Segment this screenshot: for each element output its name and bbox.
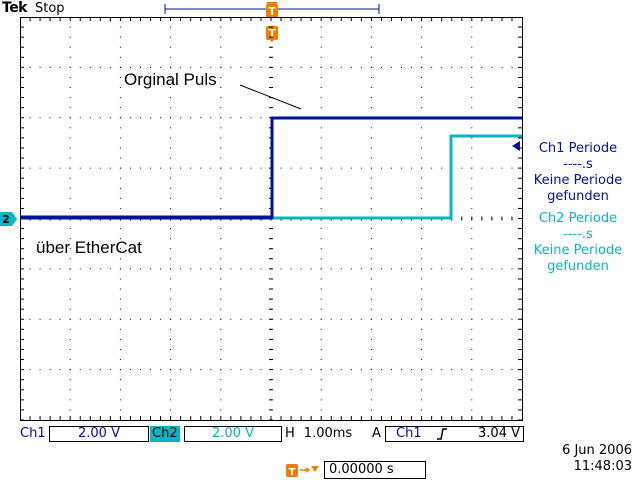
acquisition-status: Stop [35, 1, 65, 16]
trigger-offset-value[interactable]: 0.00000 s [324, 461, 426, 479]
ch2-ground-marker-text: 2 [2, 213, 10, 226]
ch1-meas-line-4: gefunden [547, 189, 609, 204]
ch2-ground-marker-icon[interactable]: 2 [0, 212, 18, 226]
ch1-meas-line-2: ----.s [563, 157, 593, 172]
ch2-meas-line-2: ----.s [563, 227, 593, 242]
date-time: 6 Jun 2006 11:48:03 [562, 443, 632, 475]
trigger-marker-text: T [268, 5, 276, 18]
horizontal-label: H [285, 426, 295, 441]
ch1-meas-line-1: Ch1 Periode [538, 141, 618, 156]
trigger-settings[interactable]: Ch1 3.04 V [385, 426, 524, 442]
ch2-meas-line-3: Keine Periode [533, 243, 623, 258]
trigger-marker-text-lower: T [268, 27, 276, 40]
time: 11:48:03 [573, 459, 632, 474]
brand-logo: Tek [2, 0, 28, 16]
rising-edge-icon [437, 428, 447, 440]
annotation-original-pulse: Orginal Puls [124, 70, 217, 89]
ch1-waveform [20, 116, 522, 220]
horizontal-scale[interactable]: 1.00ms [297, 426, 359, 442]
trigger-position-icon[interactable]: T T [263, 0, 281, 42]
annotation-pointer [239, 84, 302, 110]
ch2-period-measurement: Ch2 Periode ----.s Keine Periode gefunde… [522, 211, 634, 275]
trigger-source: Ch1 [396, 426, 422, 441]
trigger-offset-icon: T [286, 464, 319, 478]
ch2-meas-line-1: Ch2 Periode [538, 211, 618, 226]
trigger-level: 3.04 V [478, 426, 520, 441]
annotation-ethercat: über EtherCat [36, 238, 142, 257]
waveform-display[interactable] [20, 17, 524, 423]
trigger-offset-icon-text: T [289, 467, 296, 478]
ch1-scale[interactable]: 2.00 V [49, 426, 149, 442]
date: 6 Jun 2006 [562, 443, 632, 458]
ch1-label[interactable]: Ch1 [20, 426, 46, 441]
ch2-scale[interactable]: 2.00 V [184, 426, 282, 442]
trigger-level-arrow-icon [512, 141, 520, 151]
ch2-meas-line-4: gefunden [547, 259, 609, 274]
brand-text: Tek [2, 0, 28, 16]
trigger-mode: A [372, 426, 381, 441]
ch2-label[interactable]: Ch2 [150, 426, 180, 442]
ch1-period-measurement: Ch1 Periode ----.s Keine Periode gefunde… [522, 141, 634, 205]
ch1-meas-line-3: Keine Periode [533, 173, 623, 188]
